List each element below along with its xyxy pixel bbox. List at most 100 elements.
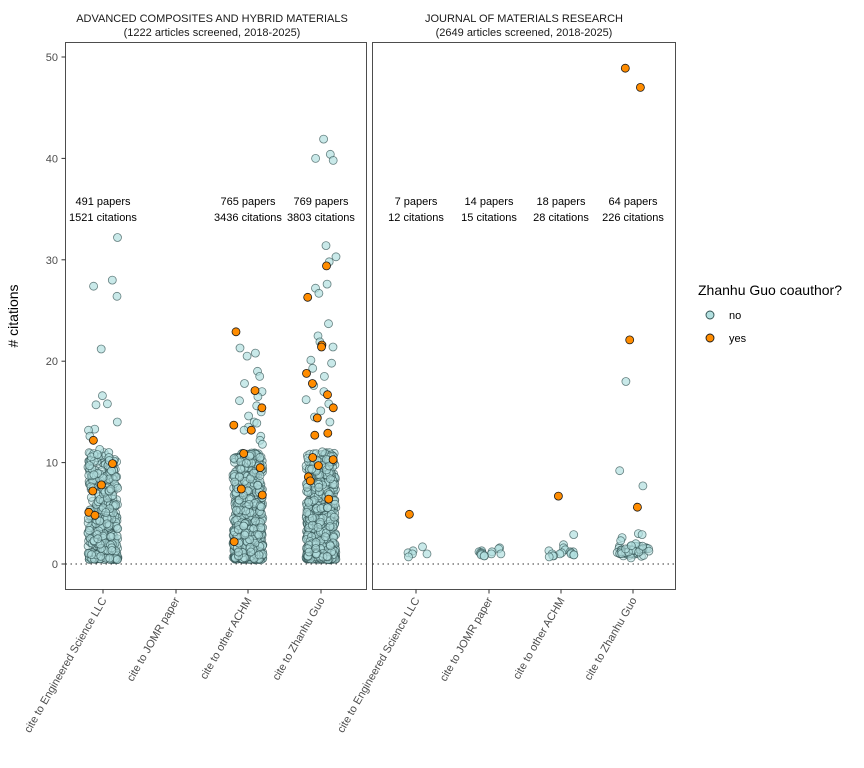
data-point-no [626,541,636,551]
x-tick-label: cite to JOMR paper [125,595,183,683]
x-tick-label: cite to Engineered Science LLC [22,595,109,735]
data-point-no [101,508,111,517]
data-point-yes [307,379,317,388]
data-point-yes [255,463,265,473]
annotation-papers: 769 papers [293,196,349,208]
x-tick-label: cite to Zhanhu Guo [582,596,639,683]
x-tick-label: cite to JOMR paper [438,595,496,683]
annotation-layer: 7 papers 12 citations 14 papers 15 citation… [388,196,664,224]
data-point-no [255,453,265,463]
legend-key-yes [705,333,715,343]
data-point-no [240,379,249,388]
data-point-no [496,549,506,559]
data-point-no [111,472,121,482]
data-point-no [302,508,312,517]
data-point-no [256,523,266,533]
data-point-no [616,536,626,546]
data-point-no [106,532,116,541]
data-point-no [113,555,122,564]
data-point-no [241,458,251,468]
data-point-yes [310,430,320,440]
data-point-no [253,480,263,490]
annotation-citations: 1521 citations [69,212,137,224]
data-point-yes [89,435,98,445]
data-point-no [301,395,311,405]
data-point-yes [620,63,630,73]
data-point-no [96,551,106,561]
x-tick-label: cite to other ACHM [198,596,255,682]
data-point-no [85,526,94,535]
y-axis: 0 10 20 30 40 50 [46,52,66,571]
data-point-no [107,546,117,555]
data-point-no [544,552,554,562]
data-point-no [113,524,123,533]
data-point-yes [322,261,331,271]
annotation-citations: 28 citations [533,212,589,224]
data-point-no [325,522,335,531]
data-point-yes [236,484,246,494]
annotation-papers: 64 papers [609,196,658,208]
data-point-yes [231,327,241,337]
annotation-papers: 7 papers [395,196,438,208]
group-2 [228,327,268,565]
data-point-no [331,252,341,262]
data-point-no [325,474,335,484]
data-point-yes [250,386,260,396]
data-point-no [327,358,337,368]
data-point-no [233,547,243,557]
y-tick-label: 0 [52,559,58,571]
data-point-yes [636,83,645,92]
data-point-no [256,502,266,512]
data-point-no [242,351,252,361]
data-point-no [644,546,654,556]
data-point-yes [312,413,322,423]
annotation-citations: 15 citations [461,212,517,224]
data-point-yes [313,461,323,471]
data-point-no [321,241,331,251]
data-point-yes [90,510,100,520]
data-point-yes [257,403,267,413]
data-point-no [254,550,264,560]
x-axis: cite to Engineered Science LLC cite to JO… [22,589,640,735]
data-point-no [254,530,264,540]
data-point-yes [229,420,239,430]
data-point-no [255,471,265,480]
panel-border [372,42,676,590]
data-point-no [308,363,318,373]
data-point-no [240,530,250,540]
y-tick-label: 20 [46,356,58,368]
data-point-no [330,499,340,509]
data-point-no [257,439,267,449]
data-point-no [113,233,122,242]
data-point-no [569,550,579,560]
data-point-no [307,464,317,474]
annotation-citations: 3803 citations [287,212,355,224]
data-point-no [87,550,96,560]
data-point-no [112,417,122,427]
x-tick-label: cite to other ACHM [511,596,568,682]
data-point-no [252,418,262,428]
annotation-citations: 12 citations [388,212,444,224]
x-tick-label: cite to Engineered Science LLC [335,595,422,735]
panel-achm: ADVANCED COMPOSITES AND HYBRID MATERIALS… [65,13,367,590]
data-point-no [311,544,321,553]
annotation-papers: 14 papers [465,196,514,208]
data-point-yes [108,459,117,469]
data-point-no [255,371,265,381]
data-point-no [102,519,112,529]
data-point-yes [404,509,414,519]
data-point-no [235,343,245,353]
data-point-no [322,279,332,289]
data-point-no [244,500,254,509]
data-point-no [615,466,625,476]
data-point-no [106,484,116,494]
y-tick-label: 10 [46,458,58,470]
data-point-no [244,411,254,421]
data-point-no [246,547,256,557]
data-point-no [245,474,255,484]
data-point-no [89,470,99,480]
data-point-no [239,521,249,531]
data-point-no [85,461,94,471]
data-point-no [231,505,241,515]
